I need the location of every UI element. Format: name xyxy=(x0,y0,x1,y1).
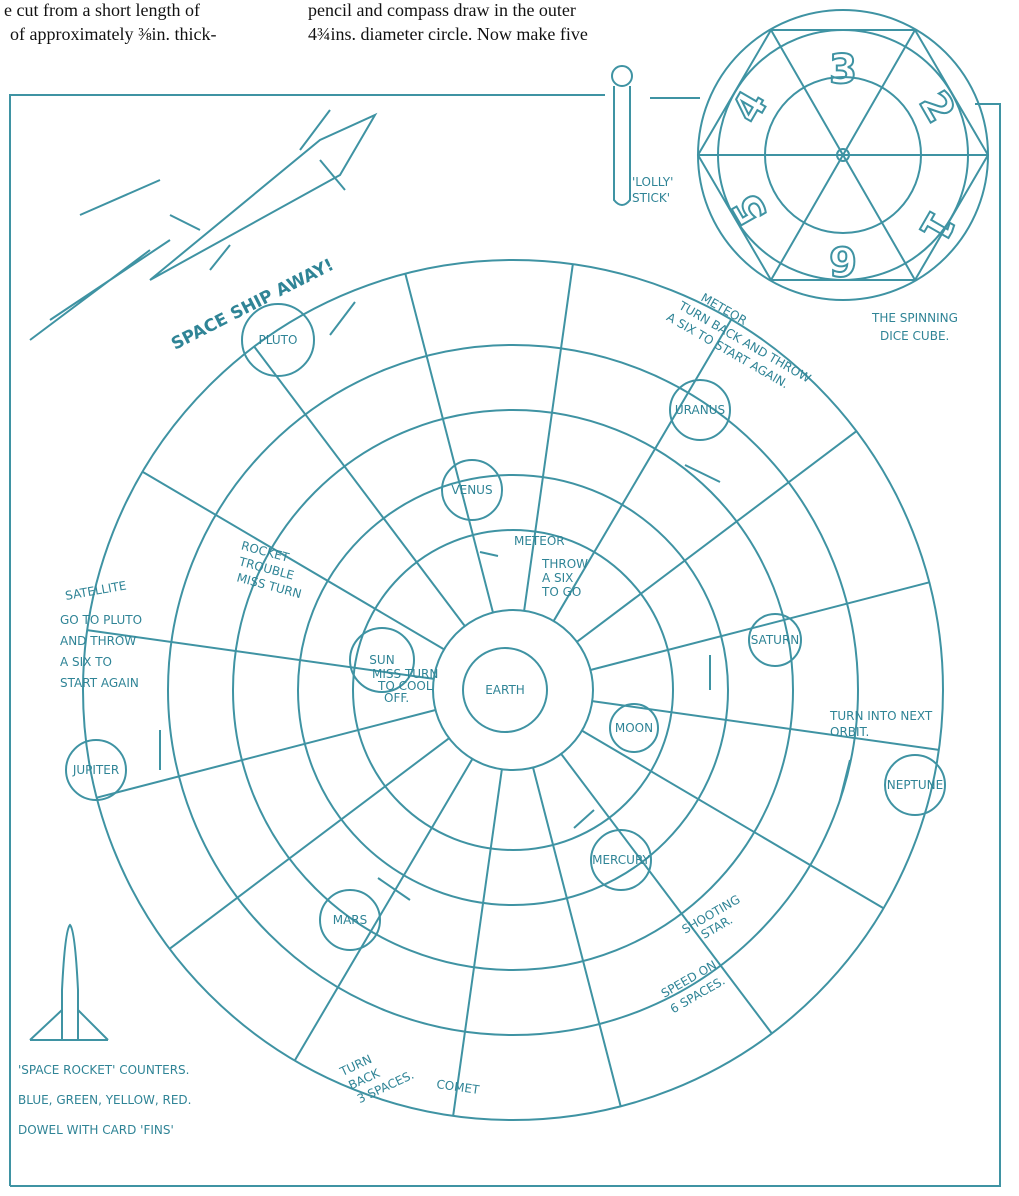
board-label: COMET xyxy=(436,1077,481,1097)
page: e cut from a short length of of approxim… xyxy=(0,0,1019,1196)
planet-label: EARTH xyxy=(485,683,525,697)
dice-caption: DICE CUBE. xyxy=(880,329,949,343)
board-label: TO GO xyxy=(541,585,581,599)
board-label: TURN INTO NEXT xyxy=(829,709,933,723)
header-line: 4¾ins. diameter circle. Now make five xyxy=(308,24,588,44)
board-label: TURN BACK AND THROW xyxy=(676,298,814,386)
board-label: ORBIT. xyxy=(830,725,869,739)
board-label: A SIX xyxy=(542,571,573,585)
board-label: OFF. xyxy=(384,691,409,705)
board-spoke xyxy=(170,738,450,949)
board-spoke xyxy=(453,769,502,1116)
stick-label: STICK' xyxy=(632,191,670,205)
board-label: GO TO PLUTO xyxy=(60,613,142,627)
planet-label: SUN xyxy=(369,653,394,667)
dice-number: 2 xyxy=(910,83,964,130)
board-spoke xyxy=(582,731,884,909)
planet-label: PLUTO xyxy=(259,333,298,347)
counters-line: BLUE, GREEN, YELLOW, RED. xyxy=(18,1093,192,1107)
board-label: SPACE SHIP AWAY! xyxy=(168,255,337,354)
dice-number: 4 xyxy=(723,83,777,130)
dice-caption: THE SPINNING xyxy=(871,311,958,325)
direction-arrow xyxy=(330,302,355,335)
board-label: AND THROW xyxy=(60,634,136,648)
stick-label: 'LOLLY' xyxy=(632,175,673,189)
dice-number: 3 xyxy=(829,47,857,93)
header-line: e cut from a short length of xyxy=(4,0,200,20)
direction-arrow xyxy=(574,810,594,828)
direction-arrow xyxy=(840,760,850,800)
planet-label: MARS xyxy=(333,913,368,927)
board-spoke xyxy=(142,472,444,650)
counters-line: 'SPACE ROCKET' COUNTERS. xyxy=(18,1063,189,1077)
planet-label: SATURN xyxy=(751,633,800,647)
planet-label: MERCURY xyxy=(592,853,650,867)
header-text: e cut from a short length of of approxim… xyxy=(4,0,588,44)
planet-label: VENUS xyxy=(451,483,492,497)
board-label: THROW xyxy=(541,557,588,571)
lolly-stick: 'LOLLY' STICK' xyxy=(612,66,673,205)
rocket-drawing xyxy=(30,110,375,1040)
board-label: METEOR xyxy=(514,534,565,548)
board: PLUTO URANUS VENUS SUN EARTH MOON SATURN NEPTUN… xyxy=(60,255,945,1120)
header-line: pencil and compass draw in the outer xyxy=(308,0,576,20)
board-spoke xyxy=(577,431,857,642)
planet-label: MOON xyxy=(615,721,653,735)
dice-number: 5 xyxy=(723,185,777,232)
planet-label: JUPITER xyxy=(72,763,119,777)
board-label: START AGAIN xyxy=(60,676,139,690)
board-label: A SIX TO xyxy=(60,655,112,669)
direction-arrow xyxy=(378,878,410,900)
counters-line: DOWEL WITH CARD 'FINS' xyxy=(18,1123,174,1137)
planet-label: URANUS xyxy=(675,403,725,417)
board-spoke xyxy=(554,319,732,621)
direction-arrow xyxy=(480,552,498,556)
dice-number: 6 xyxy=(829,237,857,283)
counters-note: 'SPACE ROCKET' COUNTERS. BLUE, GREEN, YE… xyxy=(18,1063,192,1137)
planet-label: NEPTUNE xyxy=(887,778,943,792)
header-line: of approximately ⅜in. thick- xyxy=(10,24,216,44)
